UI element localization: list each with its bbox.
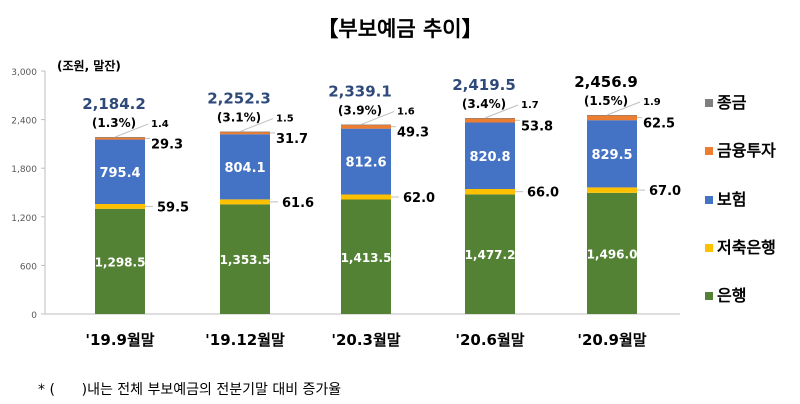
bar-segment-은행	[220, 204, 270, 314]
legend-swatch	[705, 244, 713, 252]
y-tick-label: 0	[31, 311, 37, 321]
x-tick-label: '19.12월말	[205, 331, 285, 349]
data-label-종금: 1.9	[643, 97, 661, 108]
growth-label: (1.5%)	[584, 94, 628, 108]
legend-label: 저축은행	[717, 238, 776, 257]
bar-segment-저축은행	[95, 204, 145, 209]
total-label: 2,184.2	[82, 95, 146, 113]
bar-segment-은행	[341, 199, 391, 314]
data-label-금융투자: 62.5	[643, 117, 675, 132]
leader-line	[114, 123, 149, 138]
legend-label: 은행	[717, 286, 746, 305]
data-label-금융투자: 29.3	[151, 137, 183, 152]
x-tick-label: '20.6월말	[455, 331, 524, 349]
legend-item-보험: 보험	[705, 190, 746, 209]
x-tick-label: '20.3월말	[331, 331, 400, 349]
bar-segment-저축은행	[341, 194, 391, 200]
data-label-저축은행: 62.0	[403, 191, 435, 206]
data-label-저축은행: 61.6	[282, 196, 314, 211]
bar-segment-보험	[465, 122, 515, 190]
data-label-보험: 804.1	[224, 161, 265, 176]
bar-segment-종금	[95, 137, 145, 138]
legend-item-종금: 종금	[705, 93, 747, 112]
legend-item-금융투자: 금융투자	[705, 141, 776, 160]
data-label-보험: 812.6	[345, 156, 386, 171]
x-tick-label: '20.9월말	[577, 331, 646, 349]
y-tick-label: 1,200	[11, 214, 37, 224]
data-label-은행: 1,413.5	[341, 251, 392, 265]
legend-swatch	[705, 292, 713, 300]
data-label-종금: 1.4	[151, 119, 169, 130]
bar-segment-금융투자	[95, 137, 145, 140]
unit-label: (조원, 말잔)	[57, 58, 121, 73]
growth-label: (3.9%)	[338, 104, 382, 118]
leader-line	[606, 101, 641, 116]
bar-segment-은행	[465, 194, 515, 314]
data-label-저축은행: 66.0	[527, 186, 559, 201]
legend-swatch	[705, 99, 713, 107]
y-tick-label: 3,000	[11, 68, 37, 78]
bar-segment-은행	[587, 192, 637, 314]
bar-segment-금융투자	[465, 118, 515, 123]
data-label-보험: 820.8	[469, 150, 510, 165]
leader-line	[360, 111, 395, 126]
data-label-은행: 1,477.2	[465, 248, 516, 262]
chart-title: 【부보예금 추이】	[317, 17, 482, 41]
data-label-보험: 829.5	[591, 148, 632, 163]
bar-segment-은행	[95, 208, 145, 314]
y-tick-label: 1,800	[11, 165, 37, 175]
data-label-은행: 1,353.5	[220, 253, 271, 267]
data-label-종금: 1.6	[397, 107, 415, 118]
total-label: 2,252.3	[207, 90, 271, 108]
data-label-저축은행: 59.5	[157, 200, 189, 215]
data-label-금융투자: 53.8	[521, 119, 553, 134]
bar-segment-보험	[220, 134, 270, 200]
bar-segment-금융투자	[587, 115, 637, 121]
bar-segment-금융투자	[220, 131, 270, 135]
legend-item-은행: 은행	[705, 286, 746, 305]
data-label-종금: 1.7	[521, 100, 539, 111]
x-tick-label: '19.9월말	[85, 331, 154, 349]
growth-label: (1.3%)	[92, 116, 136, 130]
growth-label: (3.1%)	[217, 111, 261, 125]
bar-segment-종금	[587, 114, 637, 116]
legend-swatch	[705, 147, 713, 155]
footnote: * ( )내는 전체 부보예금의 전분기말 대비 증가율	[38, 382, 341, 398]
bar-segment-종금	[220, 131, 270, 133]
data-label-보험: 795.4	[99, 166, 140, 181]
data-label-은행: 1,298.5	[95, 255, 146, 269]
bar-segment-저축은행	[465, 189, 515, 195]
legend-label: 보험	[717, 190, 746, 209]
legend-item-저축은행: 저축은행	[705, 238, 776, 257]
data-label-금융투자: 49.3	[397, 126, 429, 141]
bar-segment-보험	[95, 139, 145, 205]
data-label-종금: 1.5	[276, 114, 294, 125]
bar-segment-저축은행	[220, 199, 270, 205]
total-label: 2,456.9	[574, 73, 638, 91]
total-label: 2,339.1	[328, 83, 392, 101]
bar-segment-종금	[341, 124, 391, 126]
data-label-은행: 1,496.0	[587, 247, 638, 261]
total-label: 2,419.5	[452, 76, 516, 94]
leader-line	[239, 118, 274, 133]
bar-segment-보험	[341, 128, 391, 195]
y-tick-label: 2,400	[11, 117, 37, 127]
data-label-저축은행: 67.0	[649, 184, 681, 199]
bar-segment-보험	[587, 120, 637, 188]
leader-line	[484, 104, 519, 119]
data-label-금융투자: 31.7	[276, 132, 308, 147]
y-tick-label: 600	[20, 262, 37, 272]
growth-label: (3.4%)	[462, 97, 506, 111]
legend-swatch	[705, 196, 713, 204]
bar-segment-저축은행	[587, 187, 637, 193]
legend-label: 금융투자	[717, 141, 776, 160]
bar-segment-금융투자	[341, 124, 391, 129]
bar-segment-종금	[465, 118, 515, 119]
legend-label: 종금	[717, 93, 747, 112]
